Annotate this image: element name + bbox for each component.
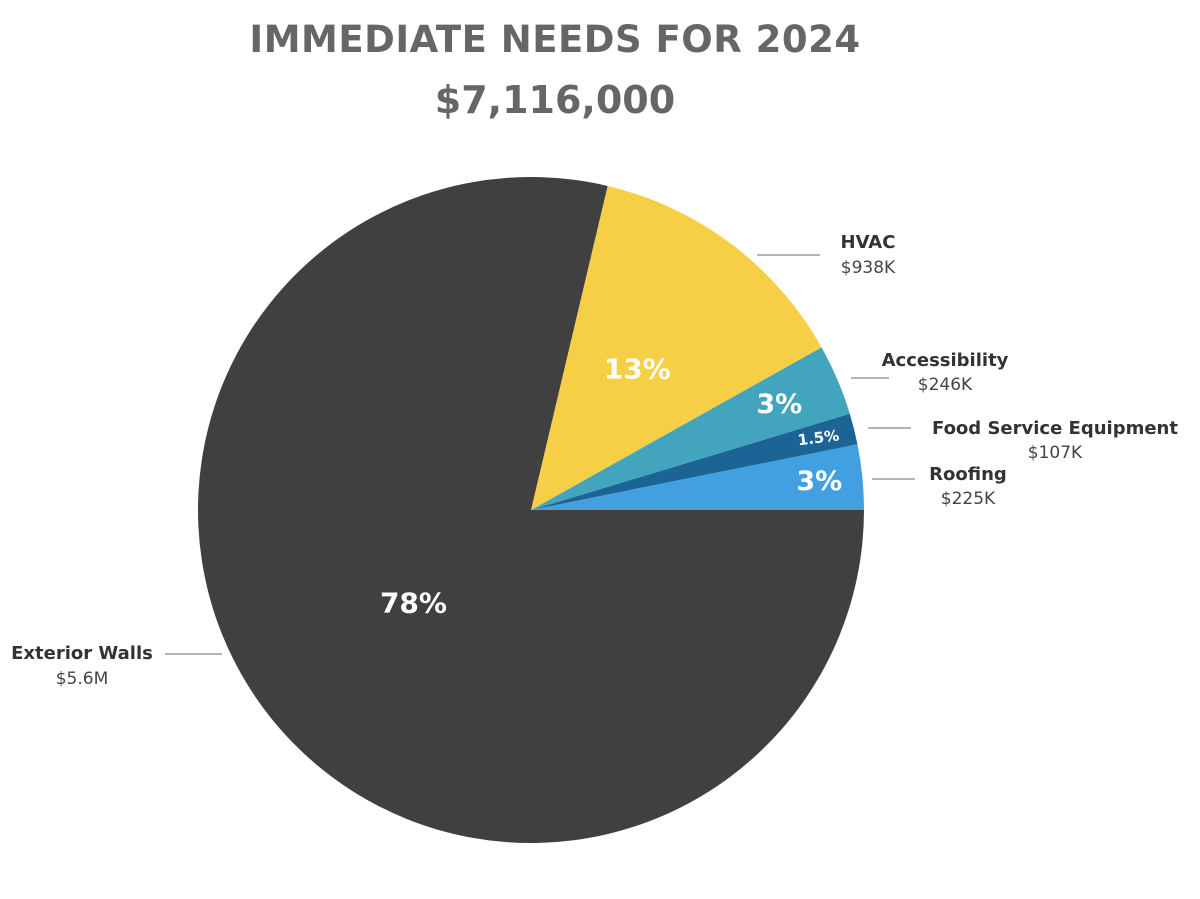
pie-percent-label-hvac: 13% bbox=[604, 353, 671, 386]
slice-value-label-exterior-walls: $5.6M bbox=[56, 669, 109, 689]
slice-name-label-hvac: HVAC bbox=[841, 232, 896, 253]
slice-value-label-hvac: $938K bbox=[841, 258, 896, 278]
pie-percent-label-food-service-equipment: 1.5% bbox=[797, 426, 840, 449]
slice-name-label-food-service-equipment: Food Service Equipment bbox=[932, 418, 1178, 439]
slice-name-label-accessibility: Accessibility bbox=[882, 350, 1009, 371]
pie-percent-label-accessibility: 3% bbox=[756, 389, 802, 420]
chart-title: IMMEDIATE NEEDS FOR 2024 bbox=[249, 18, 861, 61]
slice-name-label-roofing: Roofing bbox=[929, 464, 1007, 485]
pie-slice-roofing bbox=[531, 444, 865, 510]
chart-subtitle: $7,116,000 bbox=[434, 78, 676, 122]
pie-slice-accessibility bbox=[531, 347, 850, 510]
pie-percent-label-exterior-walls: 78% bbox=[380, 586, 447, 619]
pie-percent-label-roofing: 3% bbox=[796, 466, 842, 497]
pie-slice-exterior-walls bbox=[198, 177, 864, 844]
pie-slice-hvac bbox=[531, 185, 822, 511]
slice-value-label-accessibility: $246K bbox=[918, 375, 973, 395]
slice-value-label-roofing: $225K bbox=[941, 489, 996, 509]
pie-slice-food-service-equipment bbox=[531, 413, 858, 510]
slice-value-label-food-service-equipment: $107K bbox=[1028, 443, 1083, 463]
slice-name-label-exterior-walls: Exterior Walls bbox=[11, 643, 153, 664]
